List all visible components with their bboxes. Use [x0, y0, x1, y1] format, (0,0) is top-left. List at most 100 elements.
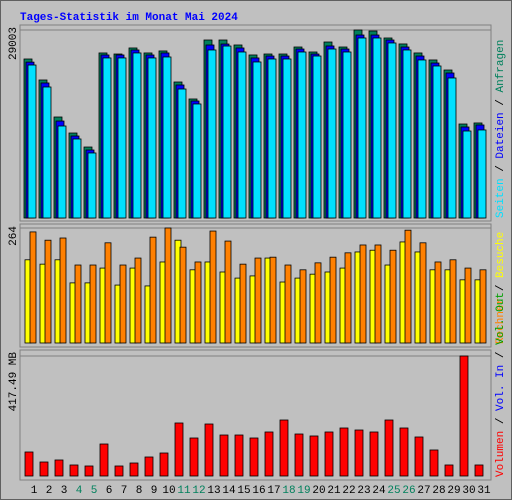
bar: [384, 419, 394, 477]
bar: [402, 49, 412, 219]
legend: Volumen / Vol. In / Vol. Out: [495, 292, 507, 477]
bar: [299, 269, 307, 344]
legend-entry: Anfragen: [495, 40, 507, 93]
y-tick-label: 264: [8, 226, 20, 246]
x-tick-label: 16: [252, 485, 265, 497]
bar: [324, 431, 334, 477]
legend-separator: /: [495, 352, 507, 359]
bar: [269, 256, 277, 344]
x-tick-label: 20: [312, 485, 325, 497]
x-tick-label: 9: [151, 485, 158, 497]
bar: [254, 257, 262, 344]
bar: [104, 242, 112, 344]
legend-separator: /: [495, 418, 507, 425]
bar: [399, 427, 409, 477]
legend-entry: Besuche: [495, 232, 507, 278]
bar: [119, 264, 127, 344]
bar: [419, 242, 427, 344]
bar: [174, 422, 184, 477]
x-tick-label: 31: [477, 485, 491, 497]
bar: [459, 355, 469, 477]
bar: [189, 437, 199, 477]
bar: [147, 57, 157, 219]
bar: [54, 459, 64, 477]
bar: [314, 262, 322, 344]
bar: [462, 130, 472, 219]
x-tick-label: 13: [207, 485, 220, 497]
bar: [387, 42, 397, 219]
bar: [357, 37, 367, 219]
chart-title: Tages-Statistik im Monat Mai 2024: [20, 12, 238, 24]
bar: [329, 256, 337, 344]
bar: [252, 61, 262, 219]
bar: [44, 239, 52, 344]
legend-separator: /: [495, 165, 507, 172]
legend-entry: Dateien: [495, 112, 507, 158]
x-tick-label: 7: [121, 485, 128, 497]
bar: [414, 436, 424, 477]
bar: [344, 252, 352, 344]
bar: [162, 56, 172, 219]
x-tick-label: 26: [402, 485, 415, 497]
legend-entry: Rechner: [495, 298, 507, 344]
x-tick-label: 6: [106, 485, 113, 497]
legend: Seiten / Dateien / Anfragen: [495, 40, 507, 218]
bar: [449, 259, 457, 344]
bar: [359, 244, 367, 344]
legend-entry: Seiten: [495, 178, 507, 218]
bar: [84, 465, 94, 477]
x-tick-label: 25: [387, 485, 400, 497]
bar: [39, 461, 49, 477]
bar: [222, 45, 232, 219]
x-tick-label: 23: [357, 485, 370, 497]
bar: [219, 434, 229, 477]
x-tick-label: 17: [267, 485, 280, 497]
x-tick-label: 19: [297, 485, 310, 497]
bar: [114, 465, 124, 477]
bar: [117, 57, 127, 219]
y-tick-label: 29003: [8, 27, 20, 60]
bar: [249, 437, 259, 477]
bar: [372, 37, 382, 219]
bar: [59, 237, 67, 344]
bar: [354, 429, 364, 477]
bar: [369, 431, 379, 477]
bar: [294, 433, 304, 477]
bar: [149, 236, 157, 344]
bar: [282, 58, 292, 219]
bar: [264, 431, 274, 477]
bar: [279, 419, 289, 477]
bar: [464, 267, 472, 344]
bar: [224, 240, 232, 344]
x-tick-label: 12: [192, 485, 205, 497]
x-tick-label: 8: [136, 485, 143, 497]
bar: [374, 244, 382, 344]
bar: [89, 264, 97, 344]
bar: [177, 88, 187, 219]
bar: [339, 427, 349, 477]
legend-entry: Vol. Out: [495, 292, 507, 345]
legend: Rechner / Besuche: [495, 232, 507, 344]
bar: [434, 261, 442, 344]
bar: [477, 129, 487, 219]
bar: [192, 103, 202, 219]
x-tick-label: 15: [237, 485, 250, 497]
bar: [27, 64, 37, 219]
bar: [284, 264, 292, 344]
bar: [417, 59, 427, 219]
bar: [132, 52, 142, 219]
x-tick-label: 22: [342, 485, 355, 497]
bar: [444, 464, 454, 477]
bar: [134, 257, 142, 344]
x-tick-label: 11: [177, 485, 191, 497]
bar: [309, 435, 319, 477]
x-tick-label: 3: [61, 485, 68, 497]
x-tick-label: 24: [372, 485, 386, 497]
bar: [57, 125, 67, 219]
bar: [164, 227, 172, 344]
x-tick-label: 30: [462, 485, 475, 497]
bar: [267, 58, 277, 219]
bar: [42, 86, 52, 219]
bar: [234, 434, 244, 477]
